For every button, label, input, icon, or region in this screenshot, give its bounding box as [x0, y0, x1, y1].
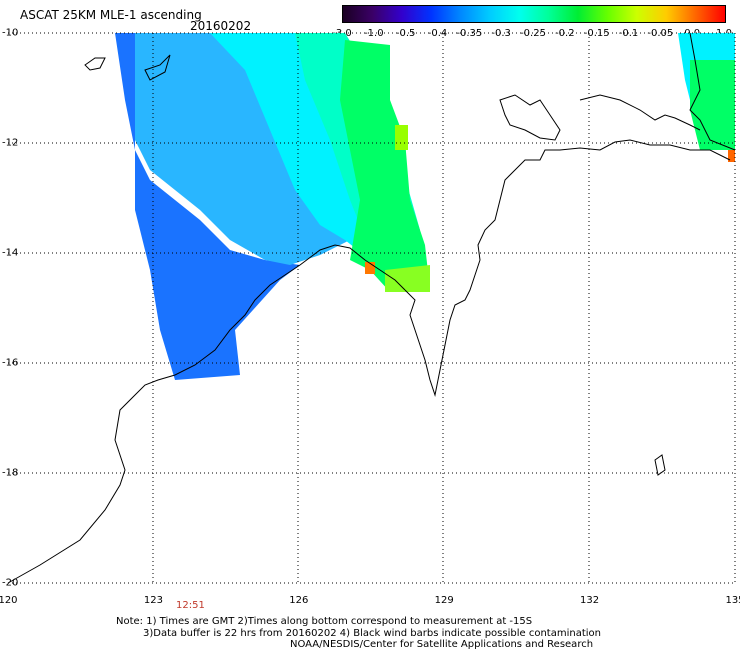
longitude-label: 120: [0, 595, 18, 606]
overpass-time: 12:51: [176, 600, 205, 611]
longitude-label: 135: [725, 595, 740, 606]
coastline-bonaparte-gulf: [404, 139, 731, 397]
swath-deep-blue: [115, 33, 300, 380]
longitude-label: 123: [143, 595, 163, 606]
note-line-3: NOAA/NESDIS/Center for Satellite Applica…: [290, 639, 594, 650]
coastline-tiwi-islands: [499, 94, 561, 141]
coastline-ne-edge: [689, 32, 736, 151]
swath-mid-blue: [135, 33, 350, 265]
coastline-rowee-island: [84, 57, 106, 71]
longitude-label: 126: [289, 595, 309, 606]
latitude-label: -20: [2, 577, 19, 589]
coastline-nw-island: [144, 54, 171, 81]
colorbar-tick: -0.4: [427, 28, 448, 39]
map-date: 20160202: [190, 19, 252, 33]
latitude-label: -16: [2, 357, 19, 369]
latitude-label: -14: [2, 247, 19, 259]
map-title: ASCAT 25KM MLE-1 ascending: [20, 8, 202, 22]
latitude-label: -18: [2, 467, 19, 479]
coastline-cobourg: [579, 94, 701, 131]
swath-ne-green: [690, 60, 735, 150]
swath-data: [115, 33, 735, 380]
colorbar-tick: -0.3: [491, 28, 511, 39]
swath-ne-orange: [728, 150, 735, 162]
longitude-label: 129: [434, 595, 454, 606]
coastline: [7, 32, 736, 584]
swath-green: [340, 40, 430, 292]
coastline-islands-east: [654, 454, 666, 476]
swath-lime-south: [385, 265, 430, 292]
latitude-label: -10: [2, 27, 19, 39]
note-line-1: Note: 1) Times are GMT 2)Times along bot…: [116, 616, 533, 627]
coastline-kimberley: [7, 244, 406, 584]
colorbar-tick: -1.0: [364, 28, 384, 39]
colorbar-tick: -0.35: [456, 28, 483, 39]
note-line-2: 3)Data buffer is 22 hrs from 20160202 4)…: [143, 628, 601, 639]
colorbar: [342, 5, 726, 23]
latitude-label: -12: [2, 137, 19, 149]
longitude-label: 132: [580, 595, 600, 606]
swath-lime: [395, 125, 408, 150]
colorbar-tick: -0.5: [395, 28, 416, 39]
